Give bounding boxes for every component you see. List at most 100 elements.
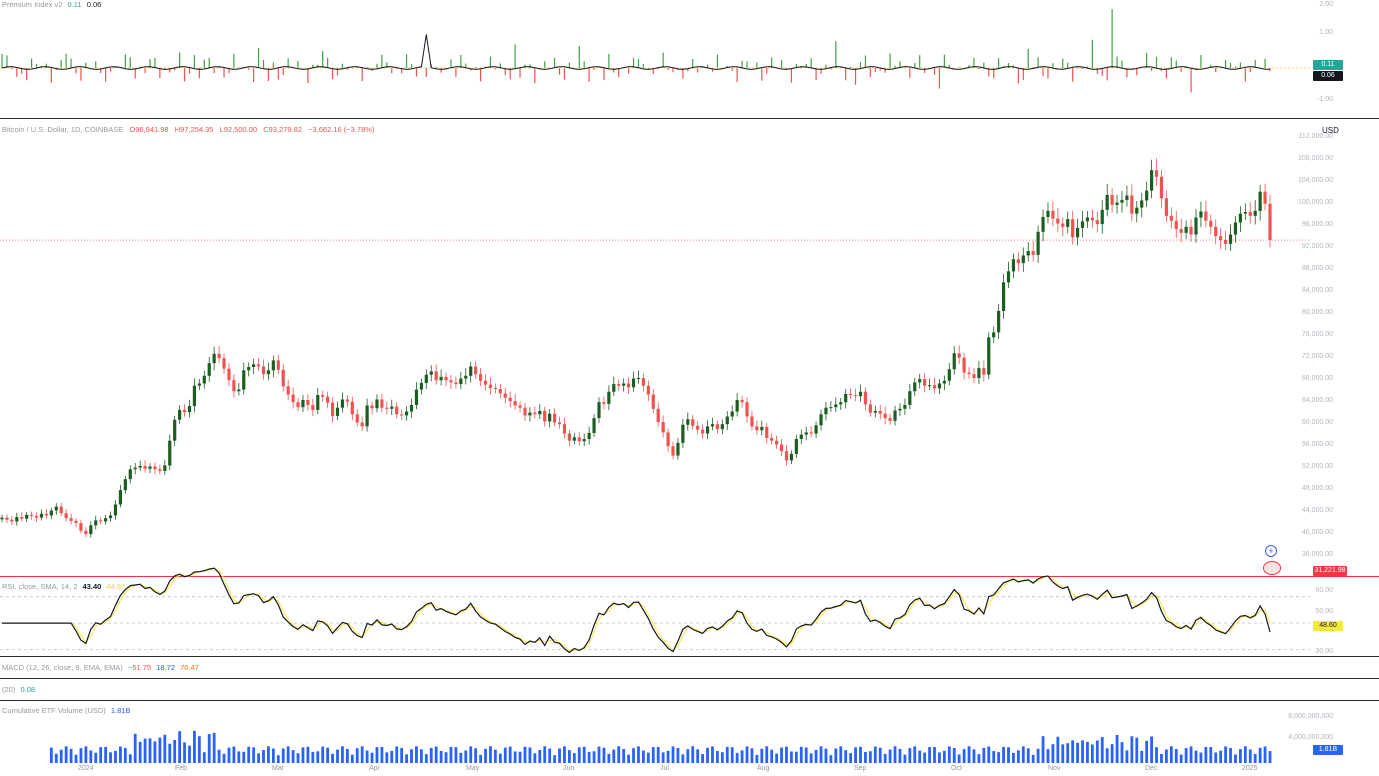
etf-volume-bar (469, 746, 473, 763)
etf-volume-bar (923, 752, 927, 763)
etf-volume-bar (725, 746, 729, 763)
candle-body (276, 360, 280, 370)
etf-volume-bar (1160, 753, 1163, 763)
time-axis[interactable]: 2024 Feb Mar Apr May Jun Jul Aug Sep Oct Nov Dec 202… (0, 763, 1379, 776)
etf-volume-bar (1115, 734, 1119, 763)
etf-volume-bar (1012, 752, 1015, 763)
etf-volume-bar (178, 731, 182, 763)
premium-bar (218, 66, 220, 68)
premium-bar (1155, 56, 1158, 68)
premium-bar (746, 61, 748, 68)
premium-bar (983, 62, 985, 68)
candle-body (819, 414, 823, 426)
premium-bar (938, 68, 941, 89)
candle-body (10, 519, 14, 522)
candle-body (321, 395, 325, 397)
price-ytick: 40,000.00 (1301, 529, 1333, 537)
candle-body (232, 380, 236, 392)
etf-volume-bar (819, 746, 823, 763)
candle-body (488, 384, 493, 388)
currency-label[interactable]: USD (1322, 126, 1339, 135)
candle-body (197, 383, 201, 386)
candle-body (434, 371, 438, 381)
candle-body (1006, 271, 1011, 283)
candle-body (622, 383, 626, 386)
premium-bar (1126, 68, 1128, 78)
candle-body (1179, 229, 1183, 233)
candle-body (335, 407, 340, 416)
premium-bar (859, 62, 862, 68)
candle-body (217, 353, 221, 359)
etf-volume-bar (829, 755, 833, 763)
premium-bar (1101, 68, 1103, 76)
premium-bar (70, 58, 72, 68)
etf-volume-bar (183, 742, 186, 763)
premium-last-tag-1: 0.11 (1313, 60, 1343, 70)
premium-bar (894, 65, 896, 68)
candle-body (128, 469, 132, 480)
etf-volume-bar (1243, 746, 1247, 763)
ohlc-high: H97,254.35 (174, 125, 214, 134)
etf-volume-bar (671, 746, 675, 763)
etf-volume-bar (454, 747, 458, 763)
premium-bar (1017, 68, 1019, 84)
etf-value: 1.81B (110, 706, 131, 715)
candle-body (444, 376, 448, 381)
premium-bar (1190, 68, 1192, 93)
premium-bar (272, 62, 274, 68)
price-ytick: 104,000.00 (1297, 177, 1333, 185)
etf-volume-bar (1263, 746, 1267, 763)
candle-body (39, 513, 44, 518)
premium-bar (845, 68, 847, 81)
etf-volume-bar (992, 751, 996, 763)
premium-bar (183, 68, 186, 82)
flag-icon[interactable] (1263, 561, 1281, 575)
candle-body (923, 379, 927, 386)
candle-body (49, 510, 53, 516)
etf-volume-bar (439, 750, 443, 763)
premium-bar (174, 68, 176, 71)
premium-bar (815, 68, 817, 80)
premium-bar (553, 57, 556, 68)
etf-volume-bar (410, 749, 413, 763)
etf-volume-bar (651, 747, 655, 763)
etf-volume-bar (281, 748, 285, 763)
premium-bar (223, 68, 225, 78)
premium-bar (825, 64, 827, 68)
premium-bar (780, 59, 783, 68)
premium-bar (405, 54, 408, 68)
premium-bar (450, 59, 452, 68)
etf-volume-bar (296, 753, 300, 763)
premium-bar (1032, 66, 1034, 68)
plus-icon[interactable]: + (1265, 545, 1277, 557)
etf-volume-bar (646, 752, 650, 763)
etf-volume-bar (119, 746, 122, 763)
premium-bar (647, 68, 649, 70)
candle-body (533, 412, 537, 415)
premium-bar (1150, 68, 1153, 71)
candle-body (1238, 213, 1242, 223)
candle-body (829, 407, 833, 409)
candle-body (626, 383, 631, 388)
premium-bar (736, 68, 738, 82)
macd-value-2: 18.72 (156, 663, 175, 672)
premium-bar (401, 68, 403, 74)
premium-bar (95, 61, 97, 68)
candle-body (94, 520, 98, 526)
candle-body (997, 310, 1001, 333)
premium-bar (924, 68, 926, 73)
candle-body (1095, 220, 1099, 225)
etf-volume-bar (607, 753, 611, 763)
candle-body (918, 379, 922, 383)
etf-volume-bar (153, 741, 157, 763)
etf-volume-bar (202, 752, 206, 763)
etf-volume-bar (232, 746, 236, 763)
premium-bar (998, 58, 1000, 68)
candle-body (765, 426, 769, 438)
premium-bar (26, 68, 28, 81)
premium-bar (534, 68, 536, 84)
etf-volume-bar (1248, 749, 1252, 763)
candle-body (123, 479, 127, 491)
etf-volume-bar (1174, 749, 1178, 763)
